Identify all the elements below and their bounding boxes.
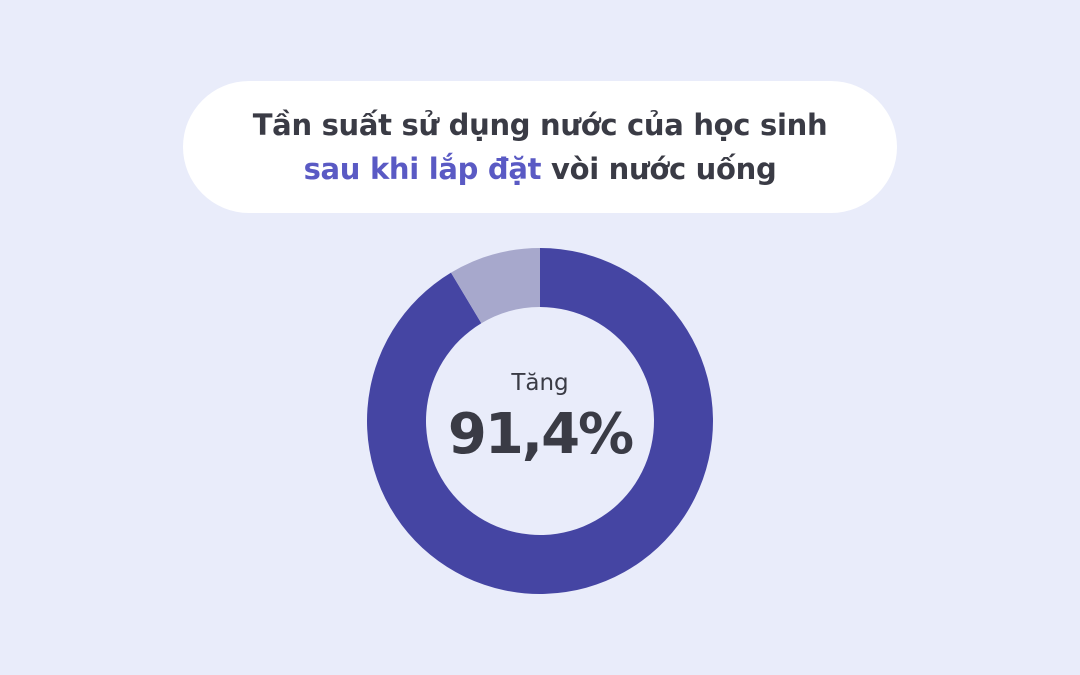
center-value: 91,4%	[447, 402, 634, 467]
title-highlight: sau khi lắp đặt	[303, 152, 542, 186]
title-rest: vòi nước uống	[541, 152, 777, 186]
donut-slice-0	[366, 248, 713, 594]
title-pill: Tần suất sử dụng nước của học sinh sau k…	[183, 81, 897, 213]
title-line-2: sau khi lắp đặt vòi nước uống	[304, 147, 777, 191]
center-label: Tăng	[511, 370, 569, 396]
donut-slice-1	[451, 248, 540, 324]
title-line-1: Tần suất sử dụng nước của học sinh	[252, 108, 828, 142]
